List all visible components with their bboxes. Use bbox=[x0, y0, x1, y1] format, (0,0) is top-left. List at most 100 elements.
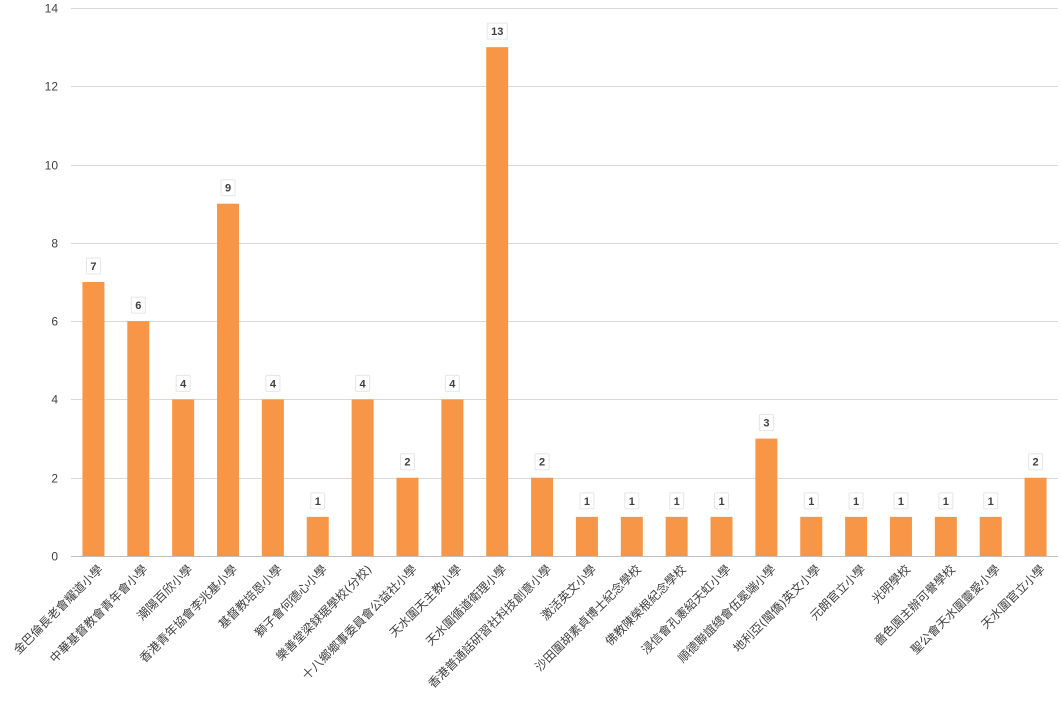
data-label-value: 13 bbox=[491, 26, 503, 38]
data-label-box bbox=[669, 492, 685, 510]
bar bbox=[127, 321, 150, 556]
bar bbox=[620, 516, 643, 556]
data-label-value: 1 bbox=[988, 496, 994, 508]
data-label-value: 1 bbox=[718, 496, 724, 508]
data-label-box bbox=[848, 492, 864, 510]
x-tick-label: 嗇色園主辦可譽學校 bbox=[871, 562, 958, 649]
y-tick-label: 4 bbox=[51, 393, 58, 407]
data-label-value: 2 bbox=[1033, 457, 1039, 469]
data-label: 3 bbox=[758, 414, 774, 432]
bar bbox=[1024, 477, 1047, 556]
x-tick-label: 佛教陳榮根紀念學校 bbox=[602, 562, 689, 649]
data-label-value: 1 bbox=[584, 496, 590, 508]
data-label: 1 bbox=[714, 492, 730, 510]
bar bbox=[486, 47, 509, 557]
data-label-value: 2 bbox=[539, 457, 545, 469]
data-label-value: 2 bbox=[404, 457, 410, 469]
data-label-value: 4 bbox=[180, 378, 187, 390]
data-label: 1 bbox=[893, 492, 909, 510]
bar bbox=[979, 516, 1002, 556]
bar bbox=[575, 516, 598, 556]
data-label-box bbox=[803, 492, 819, 510]
data-label-box bbox=[624, 492, 640, 510]
data-label-value: 1 bbox=[943, 496, 949, 508]
data-label: 1 bbox=[983, 492, 999, 510]
bar bbox=[531, 477, 554, 556]
bar bbox=[351, 399, 374, 556]
bar bbox=[172, 399, 195, 556]
data-label: 1 bbox=[579, 492, 595, 510]
bar bbox=[217, 203, 240, 556]
data-label: 1 bbox=[848, 492, 864, 510]
x-tick-label: 天水圍循道衛理小學 bbox=[423, 562, 509, 648]
data-label-box bbox=[265, 374, 281, 392]
data-label-box bbox=[579, 492, 595, 510]
data-label-box bbox=[983, 492, 999, 510]
y-tick-label: 12 bbox=[45, 80, 59, 94]
data-label: 2 bbox=[1028, 453, 1044, 471]
y-tick-label: 8 bbox=[51, 237, 58, 251]
y-tick-label: 14 bbox=[45, 2, 59, 16]
data-label-box bbox=[444, 374, 460, 392]
bar bbox=[845, 516, 868, 556]
data-label-box bbox=[399, 453, 415, 471]
data-label-value: 1 bbox=[674, 496, 680, 508]
bar bbox=[82, 282, 105, 556]
data-label: 4 bbox=[175, 374, 191, 392]
bar bbox=[800, 516, 823, 556]
bar bbox=[934, 516, 957, 556]
y-tick-label: 10 bbox=[45, 159, 59, 173]
data-label: 9 bbox=[220, 179, 236, 197]
data-label-box bbox=[175, 374, 191, 392]
data-label: 4 bbox=[265, 374, 281, 392]
bar bbox=[441, 399, 464, 556]
data-label-value: 1 bbox=[808, 496, 814, 508]
bar bbox=[755, 438, 778, 556]
data-label: 1 bbox=[624, 492, 640, 510]
data-label: 13 bbox=[486, 22, 508, 40]
data-label-box bbox=[130, 296, 146, 314]
bar bbox=[306, 516, 329, 556]
data-label: 2 bbox=[399, 453, 415, 471]
y-tick-label: 6 bbox=[51, 315, 58, 329]
data-label-box bbox=[893, 492, 909, 510]
y-tick-label: 0 bbox=[51, 550, 58, 564]
x-axis-tick-labels: 金巴倫長老會耀道小學中華基督教會青年會小學潮陽百欣小學香港青年協會李兆基小學基督… bbox=[10, 562, 1048, 691]
bar bbox=[396, 477, 419, 556]
y-tick-label: 2 bbox=[51, 472, 58, 486]
bar bbox=[665, 516, 688, 556]
data-label-value: 6 bbox=[135, 300, 141, 312]
bar bbox=[261, 399, 284, 556]
data-label-value: 1 bbox=[629, 496, 635, 508]
data-label-box bbox=[355, 374, 371, 392]
data-label-box bbox=[714, 492, 730, 510]
y-axis-tick-labels: 0 2 4 6 8 10 12 14 bbox=[45, 2, 59, 564]
data-label-box bbox=[310, 492, 326, 510]
data-label: 6 bbox=[130, 296, 146, 314]
bar bbox=[889, 516, 912, 556]
data-label: 1 bbox=[938, 492, 954, 510]
bars bbox=[82, 47, 1047, 557]
data-label-box bbox=[938, 492, 954, 510]
data-label: 1 bbox=[803, 492, 819, 510]
data-label-box bbox=[534, 453, 550, 471]
data-label-box bbox=[1028, 453, 1044, 471]
data-label-value: 1 bbox=[315, 496, 321, 508]
data-label-value: 4 bbox=[270, 378, 277, 390]
data-label-value: 1 bbox=[853, 496, 859, 508]
x-tick-label: 光明學校 bbox=[869, 562, 914, 607]
x-tick-label: 金巴倫長老會耀道小學 bbox=[10, 562, 105, 657]
data-label-value: 7 bbox=[90, 261, 96, 273]
data-label: 7 bbox=[85, 257, 101, 275]
data-label-value: 4 bbox=[360, 378, 367, 390]
x-tick-label: 地利亞(閩僑)英文小學 bbox=[730, 562, 824, 656]
data-label: 4 bbox=[444, 374, 460, 392]
data-label-box bbox=[85, 257, 101, 275]
data-label-box bbox=[220, 179, 236, 197]
data-label-value: 9 bbox=[225, 183, 231, 195]
bar bbox=[710, 516, 733, 556]
data-label-box bbox=[486, 22, 508, 40]
x-tick-label: 浸信會孔憲紹天虹小學 bbox=[638, 562, 733, 657]
data-label-box bbox=[758, 414, 774, 432]
